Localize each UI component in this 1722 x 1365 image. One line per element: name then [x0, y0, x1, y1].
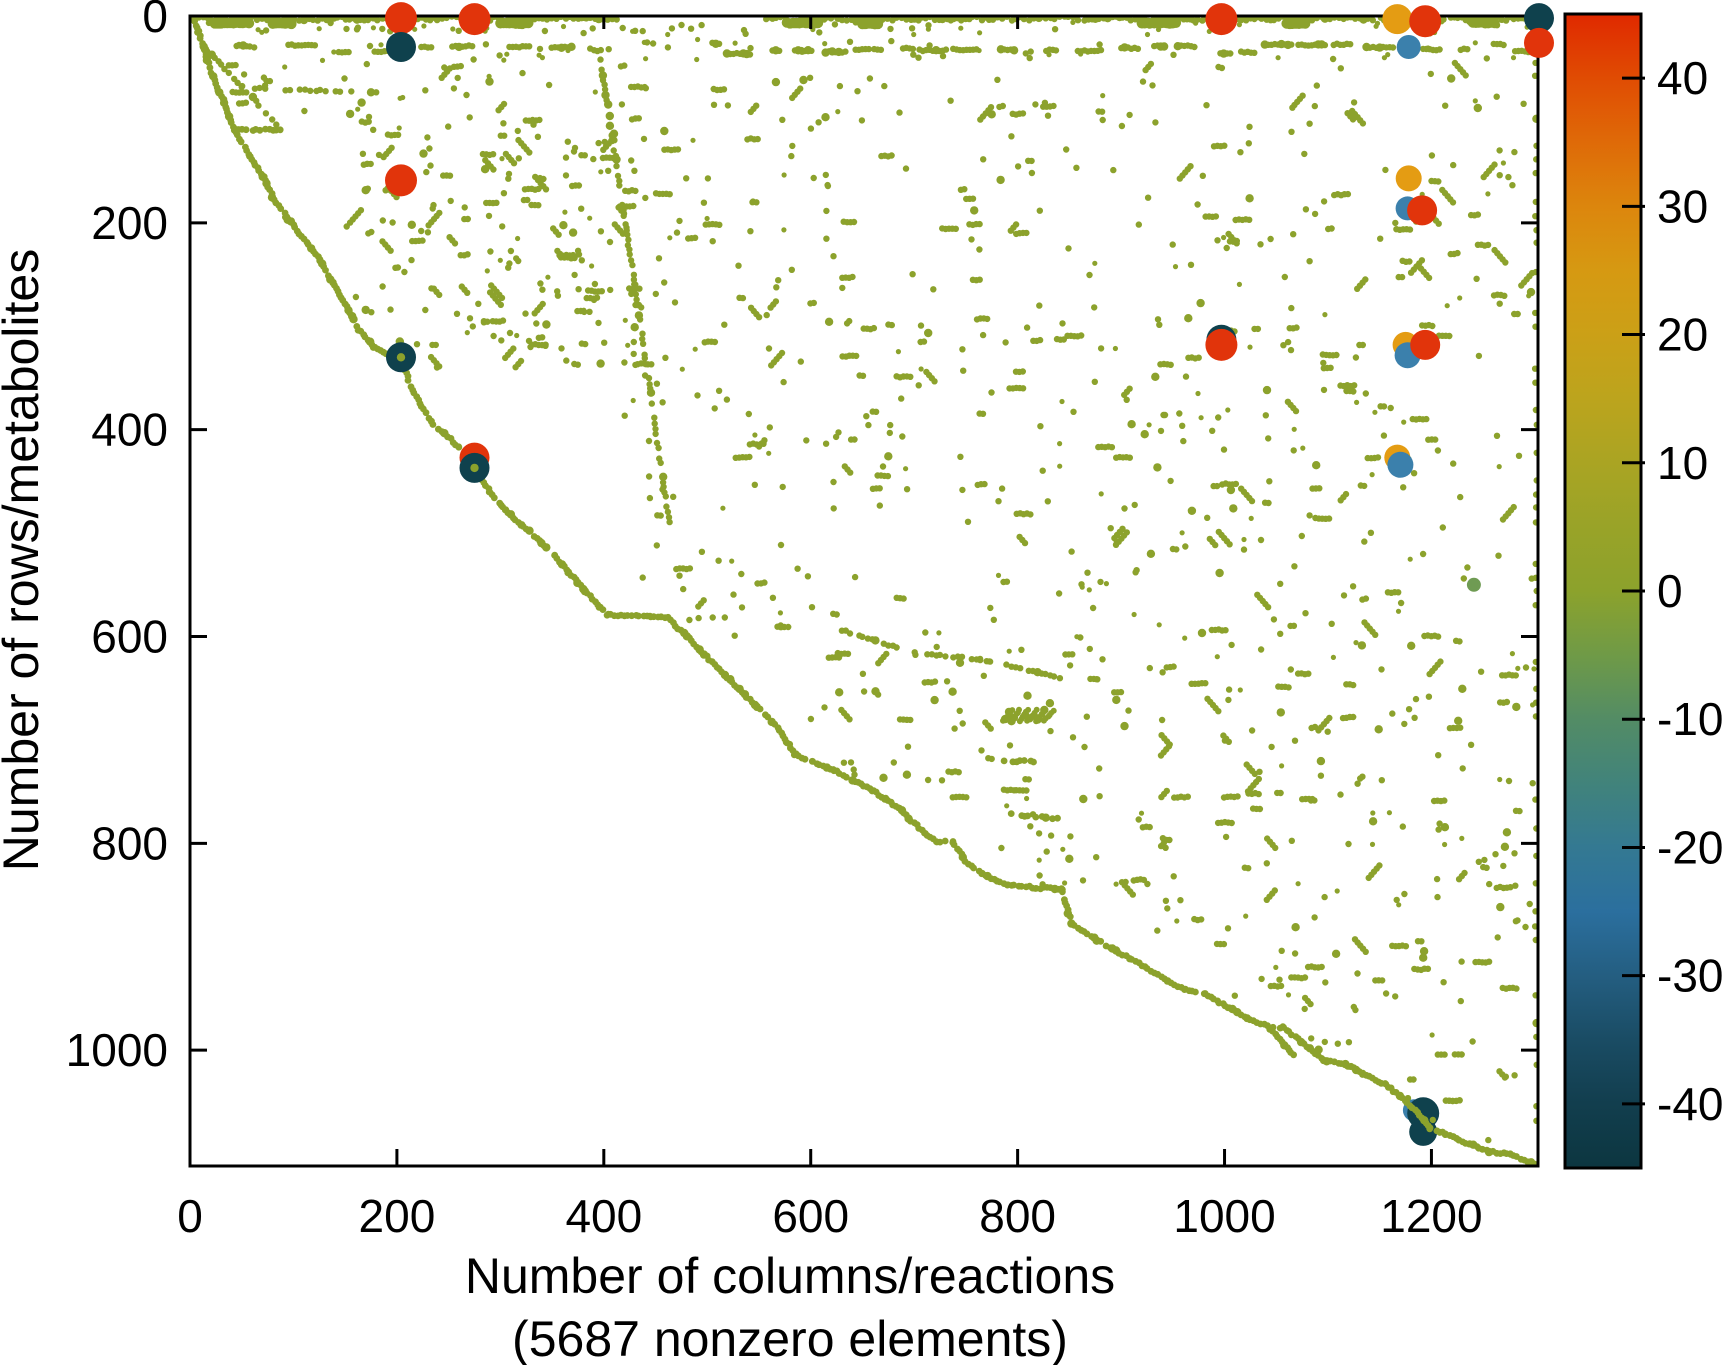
y-tick-label: 1000 — [66, 1024, 168, 1076]
y-tick-label: 400 — [91, 404, 168, 456]
scatter-dots-r2.6 — [194, 18, 1537, 1038]
y-axis-label: Number of rows/metabolites — [0, 249, 49, 871]
x-tick-label: 1000 — [1173, 1190, 1275, 1242]
data-marker-center-dot — [396, 353, 406, 362]
colorbar-tick-label: 20 — [1657, 309, 1708, 361]
y-tick-label: 600 — [91, 611, 168, 663]
data-marker-red — [1410, 329, 1441, 360]
x-axis-label: Number of columns/reactions — [465, 1248, 1115, 1304]
scatter-layer — [190, 16, 1538, 1166]
data-marker-orange — [1395, 165, 1422, 192]
colorbar-tick-label: -20 — [1657, 821, 1722, 873]
data-marker-red — [1205, 328, 1238, 361]
x-tick-label: 0 — [177, 1190, 203, 1242]
colorbar-tick-label: 10 — [1657, 437, 1708, 489]
x-tick-label: 400 — [565, 1190, 642, 1242]
data-marker-red — [385, 164, 417, 197]
x-tick-label: 800 — [979, 1190, 1056, 1242]
overlay-dots — [1404, 1095, 1463, 1124]
colorbar-tick-label: 30 — [1657, 180, 1708, 232]
data-marker-red — [1407, 195, 1438, 226]
x-tick-label: 1200 — [1380, 1190, 1482, 1242]
data-marker-red — [385, 2, 417, 35]
colorbar-labels: 40 30 20 10 0 -10 -20 -30 -40 — [1657, 52, 1722, 1130]
data-marker-teal — [386, 32, 416, 62]
data-marker-red — [1409, 5, 1442, 38]
y-tick-label: 0 — [142, 0, 168, 42]
colorbar-tick-label: 0 — [1657, 565, 1683, 617]
x-axis-sublabel: (5687 nonzero elements) — [512, 1311, 1068, 1365]
colorbar-tick-label: -30 — [1657, 950, 1722, 1002]
data-marker-orange — [1382, 4, 1413, 35]
data-marker-green — [1466, 577, 1481, 592]
large-marker-layer — [385, 2, 1554, 1146]
colorbar: 40 30 20 10 0 -10 -20 -30 -40 — [1563, 12, 1722, 1170]
x-tick-label: 600 — [772, 1190, 849, 1242]
y-tick-label: 200 — [91, 197, 168, 249]
colorbar-tick-label: 40 — [1657, 52, 1708, 104]
x-tick-label: 200 — [359, 1190, 436, 1242]
data-marker-teal — [1524, 3, 1554, 34]
scatter-dots-r3.4 — [190, 16, 1538, 1166]
colorbar-ticks — [1622, 76, 1645, 1106]
colorbar-tick-label: -10 — [1657, 693, 1722, 745]
data-marker-red — [1524, 27, 1554, 58]
y-tick-label: 800 — [91, 817, 168, 869]
scatter-dots-r5.2 — [209, 17, 1500, 30]
data-marker-red — [1205, 3, 1238, 36]
colorbar-tick-label: -40 — [1657, 1078, 1722, 1130]
data-marker-center-dot — [470, 463, 479, 473]
plot-border — [188, 14, 1540, 1168]
data-marker-red — [458, 3, 491, 36]
data-marker-blue — [1387, 451, 1414, 478]
data-marker-blue — [1396, 35, 1421, 59]
overlay-dots-layer — [1398, 1094, 1463, 1144]
axis-tick-labels: 0 200 400 600 800 1000 1200 0 200 400 600 800 1000 — [66, 0, 1483, 1242]
